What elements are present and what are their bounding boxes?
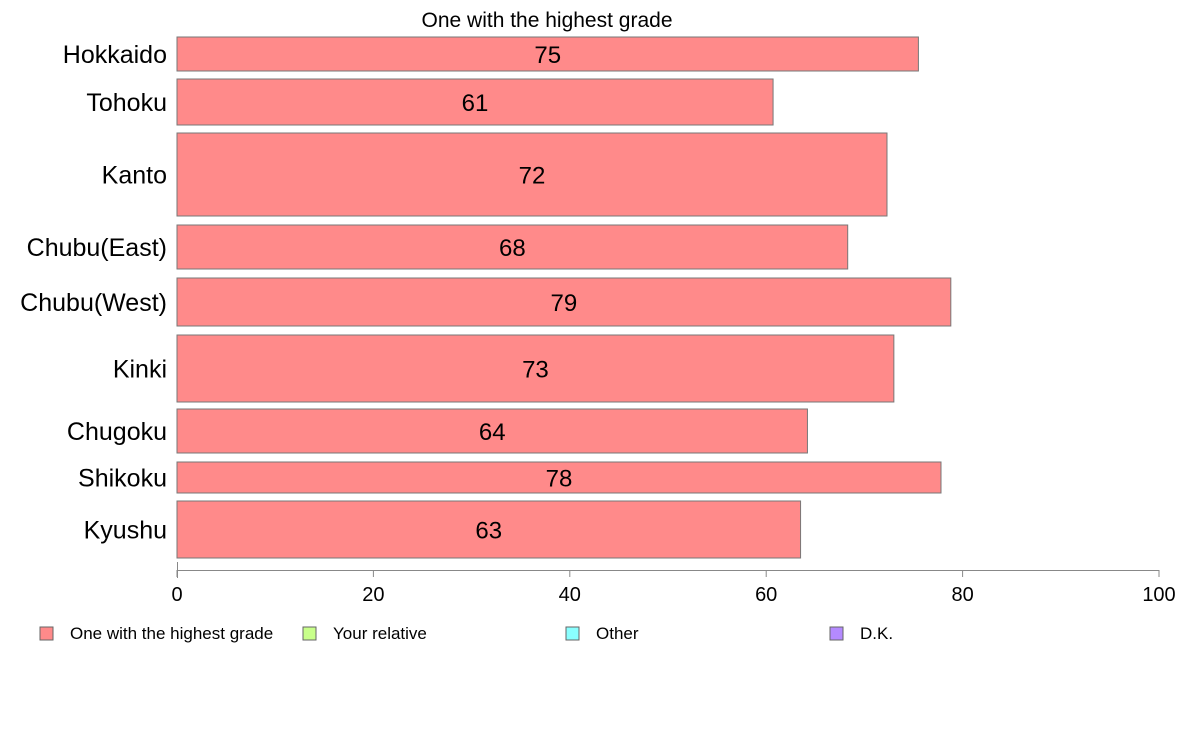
category-label: Tohoku xyxy=(86,89,167,117)
value-label: 72 xyxy=(519,163,546,190)
value-label: 64 xyxy=(479,419,506,446)
legend-swatch xyxy=(829,626,844,641)
category-label: Kinki xyxy=(113,356,167,384)
value-label: 68 xyxy=(499,235,526,262)
value-label: 73 xyxy=(522,357,549,384)
value-label: 75 xyxy=(534,42,561,69)
x-axis: 0 20 40 60 80 100 xyxy=(171,562,1176,606)
legend-swatch xyxy=(565,626,580,641)
legend-swatch xyxy=(302,626,317,641)
bar xyxy=(176,132,888,217)
bars-group: Hokkaido 75 Tohoku 61 Kanto 72 Chubu(East) 68 Ch… xyxy=(20,36,952,559)
category-label: Kanto xyxy=(102,162,167,190)
value-label: 78 xyxy=(546,466,573,493)
bar xyxy=(176,78,774,126)
legend: One with the highest grade Your relative O… xyxy=(39,624,893,643)
bar xyxy=(176,500,802,559)
bar xyxy=(176,408,808,454)
category-label: Shikoku xyxy=(78,465,167,493)
category-label: Kyushu xyxy=(84,517,167,545)
value-label: 79 xyxy=(551,290,578,317)
bar xyxy=(176,224,849,270)
category-label: Chubu(East) xyxy=(27,234,167,262)
bar xyxy=(176,277,952,327)
x-tick-label: 0 xyxy=(171,584,182,606)
category-label: Chubu(West) xyxy=(20,289,167,317)
legend-swatch xyxy=(39,626,54,641)
x-tick-label: 40 xyxy=(559,584,581,606)
value-label: 63 xyxy=(475,518,502,545)
category-label: Hokkaido xyxy=(63,41,167,69)
legend-label: Other xyxy=(596,624,639,643)
x-tick-label: 20 xyxy=(362,584,384,606)
x-tick-label: 80 xyxy=(951,584,973,606)
legend-label: D.K. xyxy=(860,624,893,643)
x-tick-label: 100 xyxy=(1142,584,1175,606)
bar xyxy=(176,36,919,72)
legend-label: One with the highest grade xyxy=(70,624,273,643)
bar xyxy=(176,334,895,403)
legend-label: Your relative xyxy=(333,624,427,643)
x-tick-label: 60 xyxy=(755,584,777,606)
chart-title: One with the highest grade xyxy=(422,9,673,32)
category-label: Chugoku xyxy=(67,418,167,446)
value-label: 61 xyxy=(462,90,489,117)
bar xyxy=(176,461,942,494)
